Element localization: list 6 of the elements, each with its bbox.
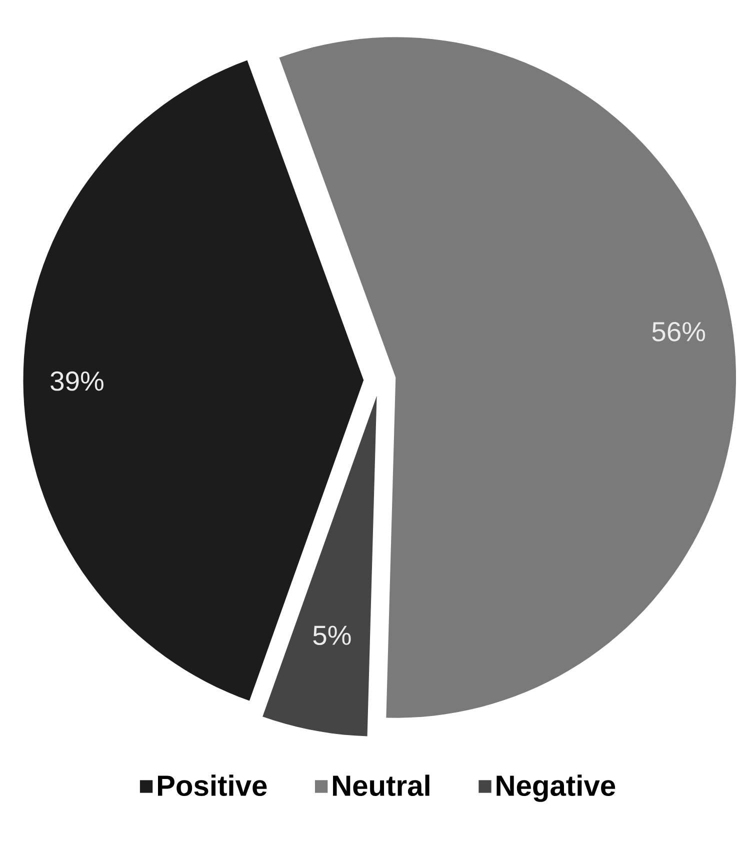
data-label: 5%	[313, 626, 351, 646]
data-label: 39%	[50, 371, 104, 391]
legend-label: Negative	[496, 774, 616, 802]
legend-label: Positive	[158, 774, 267, 796]
legend-label: Neutral	[332, 774, 430, 796]
data-label: 56%	[652, 322, 705, 342]
